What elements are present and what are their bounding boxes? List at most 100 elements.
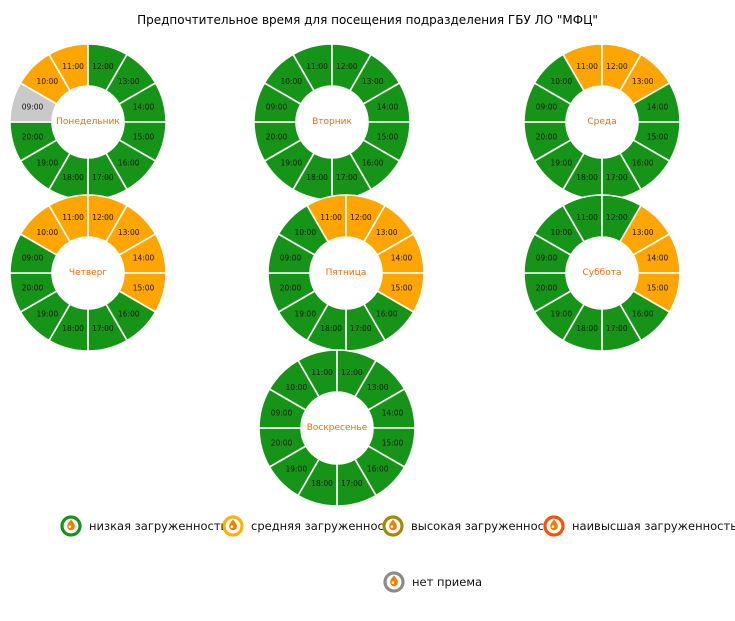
segment-time-label: 12:00	[350, 213, 372, 222]
segment-time-label: 10:00	[294, 228, 316, 237]
donut-chart-svg: 11:00 12:00 13:00 14:00 15:00 16:00 17:00 18:00…	[523, 43, 681, 201]
segment-time-label: 11:00	[311, 368, 333, 377]
segment-time-label: 19:00	[550, 309, 572, 318]
segment-time-label: 18:00	[576, 324, 598, 333]
segment-time-label: 13:00	[362, 77, 384, 86]
donut-friday: 11:00 12:00 13:00 14:00 15:00 16:00 17:00 18:00…	[266, 193, 426, 353]
flame-badge-icon	[60, 515, 82, 537]
legend-item-no-service: нет приема	[383, 571, 482, 593]
segment-time-label: 13:00	[118, 228, 140, 237]
day-label-friday: Пятница	[325, 268, 367, 278]
highest-load-icon	[543, 515, 565, 537]
segment-time-label: 16:00	[118, 158, 140, 167]
donut-chart-svg: 11:00 12:00 13:00 14:00 15:00 16:00 17:00 18:00…	[9, 194, 167, 352]
segment-time-label: 17:00	[92, 324, 114, 333]
day-label-monday: Понедельник	[56, 117, 120, 127]
donut-saturday: 11:00 12:00 13:00 14:00 15:00 16:00 17:00 18:00…	[522, 193, 682, 353]
legend-label-low: низкая загруженность	[89, 519, 228, 533]
day-label-saturday: Суббота	[582, 268, 622, 278]
segment-time-label: 13:00	[367, 383, 389, 392]
segment-time-label: 20:00	[22, 133, 44, 142]
donut-chart-svg: 11:00 12:00 13:00 14:00 15:00 16:00 17:00 18:00…	[267, 194, 425, 352]
no-service-icon	[383, 571, 405, 593]
segment-time-label: 17:00	[92, 173, 114, 182]
segment-time-label: 10:00	[285, 383, 307, 392]
segment-time-label: 09:00	[280, 254, 302, 263]
legend-label-no-service: нет приема	[412, 575, 483, 589]
segment-time-label: 20:00	[22, 284, 44, 293]
segment-time-label: 13:00	[632, 228, 654, 237]
segment-time-label: 15:00	[647, 133, 669, 142]
donut-wednesday: 11:00 12:00 13:00 14:00 15:00 16:00 17:00 18:00…	[522, 42, 682, 202]
segment-time-label: 19:00	[550, 158, 572, 167]
segment-time-label: 15:00	[647, 284, 669, 293]
segment-time-label: 15:00	[133, 284, 155, 293]
donut-chart-svg: 11:00 12:00 13:00 14:00 15:00 16:00 17:00 18:00…	[258, 349, 416, 507]
segment-10:00	[263, 53, 316, 106]
segment-time-label: 17:00	[336, 173, 358, 182]
segment-time-label: 16:00	[376, 309, 398, 318]
donut-chart-svg: 11:00 12:00 13:00 14:00 15:00 16:00 17:00 18:00…	[523, 194, 681, 352]
segment-time-label: 18:00	[311, 479, 333, 488]
page-title: Предпочтительное время для посещения под…	[137, 13, 598, 27]
segment-time-label: 11:00	[320, 213, 342, 222]
segment-time-label: 10:00	[36, 77, 58, 86]
segment-time-label: 14:00	[377, 103, 399, 112]
segment-time-label: 16:00	[632, 309, 654, 318]
segment-time-label: 12:00	[336, 62, 358, 71]
segment-time-label: 15:00	[382, 439, 404, 448]
segment-time-label: 18:00	[576, 173, 598, 182]
segment-time-label: 14:00	[133, 103, 155, 112]
segment-time-label: 10:00	[280, 77, 302, 86]
flame-badge-icon	[222, 515, 244, 537]
segment-time-label: 15:00	[133, 133, 155, 142]
segment-time-label: 20:00	[280, 284, 302, 293]
segment-time-label: 10:00	[36, 228, 58, 237]
donut-monday: 11:00 12:00 13:00 14:00 15:00 16:00 17:00 18:00…	[8, 42, 168, 202]
low-load-icon	[60, 515, 82, 537]
legend-item-highest: наивысшая загруженность	[543, 515, 735, 537]
segment-time-label: 11:00	[576, 62, 598, 71]
legend-item-medium: средняя загруженность	[222, 515, 397, 537]
day-label-wednesday: Среда	[587, 117, 617, 127]
segment-10:00	[277, 204, 330, 257]
legend-item-low: низкая загруженность	[60, 515, 227, 537]
segment-time-label: 12:00	[92, 62, 114, 71]
segment-time-label: 09:00	[22, 103, 44, 112]
segment-time-label: 17:00	[606, 324, 628, 333]
segment-time-label: 14:00	[133, 254, 155, 263]
segment-time-label: 10:00	[550, 228, 572, 237]
segment-10:00	[19, 204, 72, 257]
donut-thursday: 11:00 12:00 13:00 14:00 15:00 16:00 17:00 18:00…	[8, 193, 168, 353]
donut-chart-svg: 11:00 12:00 13:00 14:00 15:00 16:00 17:00 18:00…	[253, 43, 411, 201]
segment-time-label: 20:00	[536, 284, 558, 293]
segment-time-label: 20:00	[536, 133, 558, 142]
legend-item-high: высокая загруженность	[382, 515, 557, 537]
segment-time-label: 17:00	[606, 173, 628, 182]
segment-time-label: 09:00	[271, 409, 293, 418]
day-label-thursday: Четверг	[68, 268, 108, 278]
segment-time-label: 11:00	[306, 62, 328, 71]
donut-sunday: 11:00 12:00 13:00 14:00 15:00 16:00 17:00 18:00…	[257, 348, 417, 508]
segment-time-label: 19:00	[36, 309, 58, 318]
segment-10:00	[533, 204, 586, 257]
legend-label-high: высокая загруженность	[411, 519, 558, 533]
donut-tuesday: 11:00 12:00 13:00 14:00 15:00 16:00 17:00 18:00…	[252, 42, 412, 202]
segment-time-label: 19:00	[36, 158, 58, 167]
segment-time-label: 14:00	[382, 409, 404, 418]
segment-time-label: 18:00	[62, 173, 84, 182]
flame-badge-icon	[382, 515, 404, 537]
donut-chart-svg: 11:00 12:00 13:00 14:00 15:00 16:00 17:00 18:00…	[9, 43, 167, 201]
segment-time-label: 16:00	[367, 464, 389, 473]
flame-badge-icon	[383, 571, 405, 593]
segment-10:00	[19, 53, 72, 106]
segment-time-label: 19:00	[294, 309, 316, 318]
segment-time-label: 16:00	[118, 309, 140, 318]
segment-time-label: 15:00	[377, 133, 399, 142]
segment-time-label: 15:00	[391, 284, 413, 293]
segment-time-label: 14:00	[647, 103, 669, 112]
segment-time-label: 10:00	[550, 77, 572, 86]
segment-time-label: 09:00	[536, 254, 558, 263]
segment-time-label: 12:00	[92, 213, 114, 222]
